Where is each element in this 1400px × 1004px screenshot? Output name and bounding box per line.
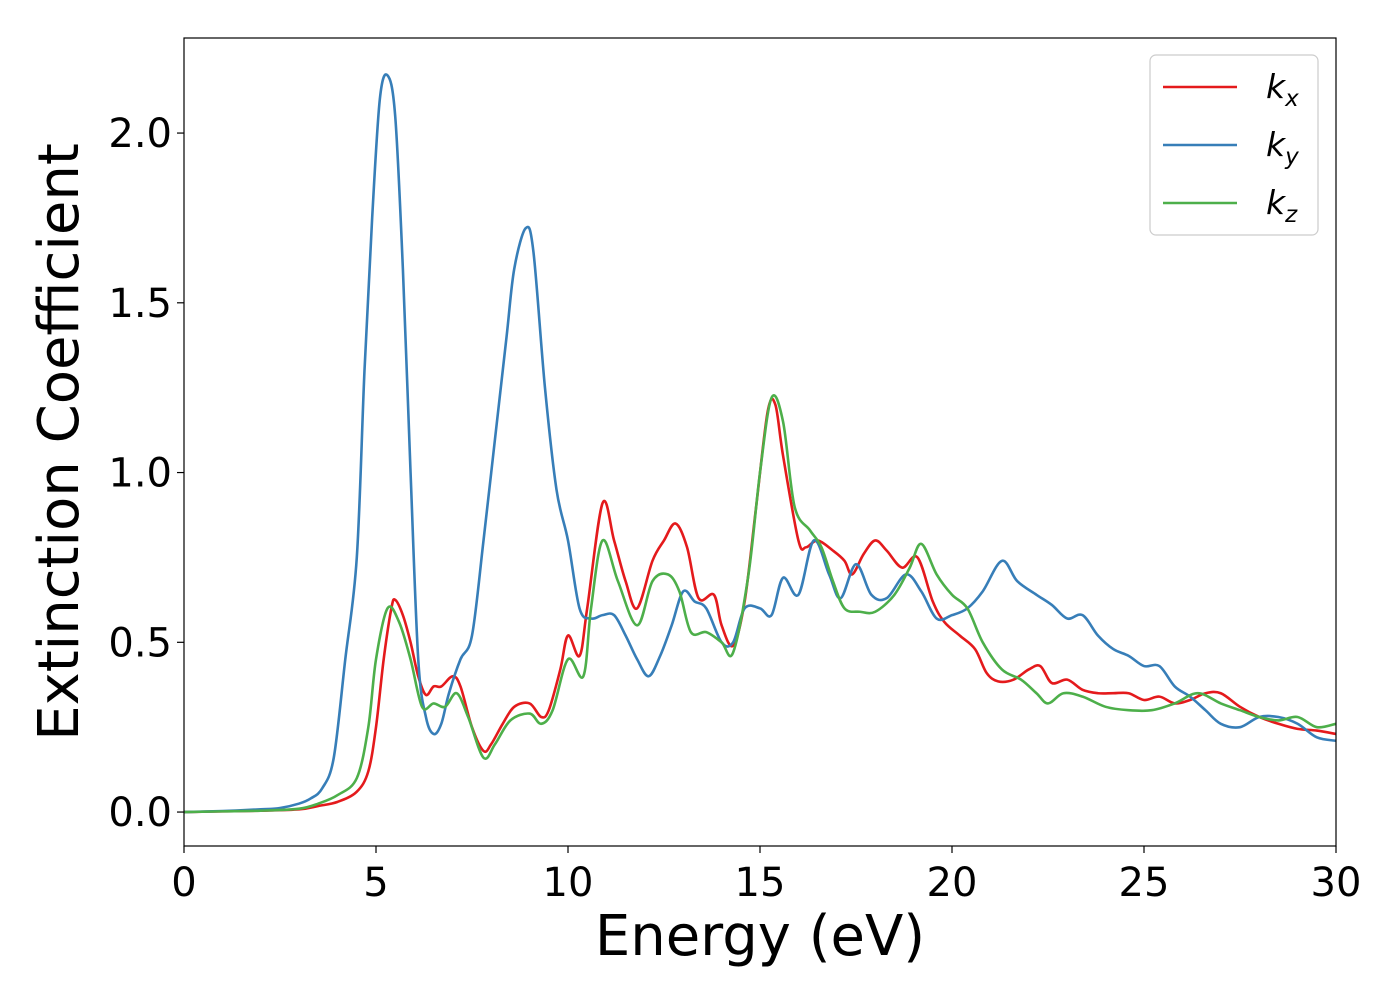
x-tick-label: 25 bbox=[1119, 860, 1170, 906]
x-tick-label: 15 bbox=[735, 860, 786, 906]
series-layer bbox=[184, 73, 1336, 814]
x-axis-title: Energy (eV) bbox=[595, 904, 925, 969]
x-tick-label: 30 bbox=[1311, 860, 1362, 906]
y-tick-label: 0.0 bbox=[108, 790, 172, 836]
legend-entries: kx ky kz bbox=[1163, 67, 1299, 228]
x-tick-label: 20 bbox=[927, 860, 978, 906]
series-line-y bbox=[184, 73, 1336, 814]
x-tick-label: 5 bbox=[363, 860, 388, 906]
x-axis-ticks: 0 5 10 15 20 25 30 bbox=[171, 846, 1361, 906]
series-line-z bbox=[184, 394, 1336, 814]
y-tick-label: 1.5 bbox=[108, 281, 172, 327]
y-axis-ticks: 0.0 0.5 1.0 1.5 2.0 bbox=[108, 111, 184, 836]
x-tick-label: 0 bbox=[171, 860, 196, 906]
y-tick-label: 2.0 bbox=[108, 111, 172, 157]
legend-label-x: kx bbox=[1266, 67, 1299, 112]
x-tick-label: 10 bbox=[543, 860, 594, 906]
y-tick-label: 0.5 bbox=[108, 620, 172, 666]
series-line-x bbox=[184, 397, 1336, 814]
y-axis-title: Extinction Coefficient bbox=[27, 143, 92, 741]
legend-label-y: ky bbox=[1266, 125, 1299, 170]
legend: kx ky kz bbox=[1149, 54, 1319, 236]
y-tick-label: 1.0 bbox=[108, 451, 172, 497]
legend-label-z: kz bbox=[1266, 183, 1298, 228]
